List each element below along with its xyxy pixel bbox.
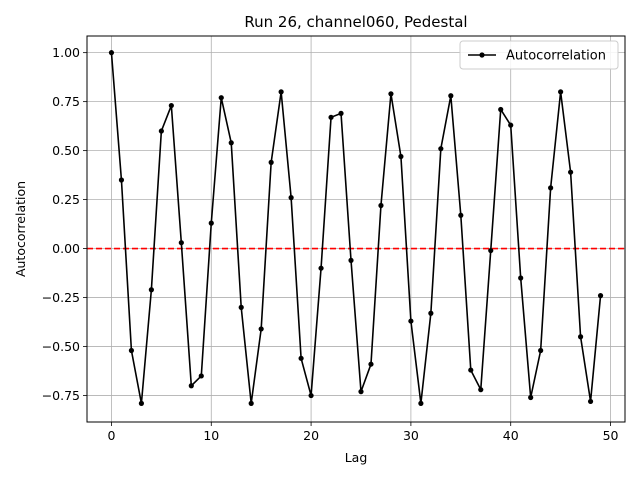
grid [87, 36, 625, 422]
data-point [338, 110, 344, 116]
data-point [128, 347, 135, 354]
data-point [398, 153, 404, 160]
series-layer [108, 50, 604, 406]
legend-label: Autocorrelation [506, 49, 606, 64]
legend: Autocorrelation [459, 40, 619, 70]
chart-title: Run 26, channel060, Pedestal [244, 13, 467, 31]
data-point [258, 326, 264, 332]
x-tick-label: 30 [403, 428, 419, 443]
x-axis-label: Lag [345, 450, 368, 465]
data-point [228, 140, 234, 146]
y-tick-label: 0.25 [52, 192, 80, 207]
series-line [110, 52, 602, 405]
data-point [328, 114, 334, 120]
data-point [168, 102, 174, 109]
x-tick-label: 10 [203, 428, 219, 443]
plot-frame [86, 35, 626, 423]
data-point [468, 367, 474, 373]
data-point [587, 398, 594, 405]
data-point [278, 89, 284, 95]
data-point [448, 93, 454, 99]
data-point [368, 361, 374, 367]
x-tick-label: 20 [303, 428, 319, 443]
data-point [488, 247, 494, 254]
data-point [568, 169, 574, 175]
data-point [597, 293, 604, 299]
x-tick-label: 0 [107, 428, 115, 443]
data-point [408, 318, 414, 324]
data-point [298, 355, 304, 361]
data-point [318, 265, 324, 271]
data-point [548, 185, 554, 191]
y-tick-label: 1.00 [52, 45, 80, 60]
data-point [518, 275, 524, 281]
data-point [378, 202, 384, 209]
data-point [478, 387, 484, 393]
data-point [538, 347, 544, 354]
data-point [418, 400, 424, 406]
data-point [248, 400, 254, 406]
data-point [308, 392, 314, 399]
data-point [358, 389, 364, 395]
y-tick-label: −0.50 [42, 339, 80, 354]
data-point [158, 128, 164, 134]
data-point [118, 177, 125, 183]
data-point [558, 89, 564, 95]
y-tick-label: −0.25 [42, 290, 80, 305]
data-point [138, 400, 144, 406]
data-point [218, 95, 224, 101]
data-point [188, 383, 194, 389]
x-tick-label: 50 [603, 428, 619, 443]
data-point [498, 106, 504, 113]
data-point [428, 310, 434, 316]
data-point [178, 240, 184, 246]
data-point [208, 220, 214, 226]
tick-layer: 0 10 20 30 40 50 −0.75 −0.50 −0.25 0.00 0.25 0.50 0.… [42, 45, 619, 443]
data-point [528, 394, 534, 401]
y-axis-label: Autocorrelation [13, 181, 28, 277]
data-point [148, 287, 154, 293]
legend-marker-sample [479, 52, 485, 58]
data-point [268, 159, 274, 165]
data-point [288, 195, 294, 201]
data-point [238, 304, 244, 310]
y-tick-label: 0.00 [52, 241, 80, 256]
data-point [458, 212, 464, 218]
legend-box [459, 40, 619, 70]
y-tick-label: −0.75 [42, 388, 80, 403]
data-point [388, 91, 394, 97]
y-tick-label: 0.75 [52, 94, 80, 109]
data-point [577, 334, 584, 340]
data-point [108, 50, 115, 56]
x-tick-label: 40 [503, 428, 519, 443]
data-point [348, 257, 354, 263]
data-point [438, 146, 444, 152]
data-point [508, 122, 514, 128]
y-tick-label: 0.50 [52, 143, 80, 158]
data-point [198, 373, 204, 379]
